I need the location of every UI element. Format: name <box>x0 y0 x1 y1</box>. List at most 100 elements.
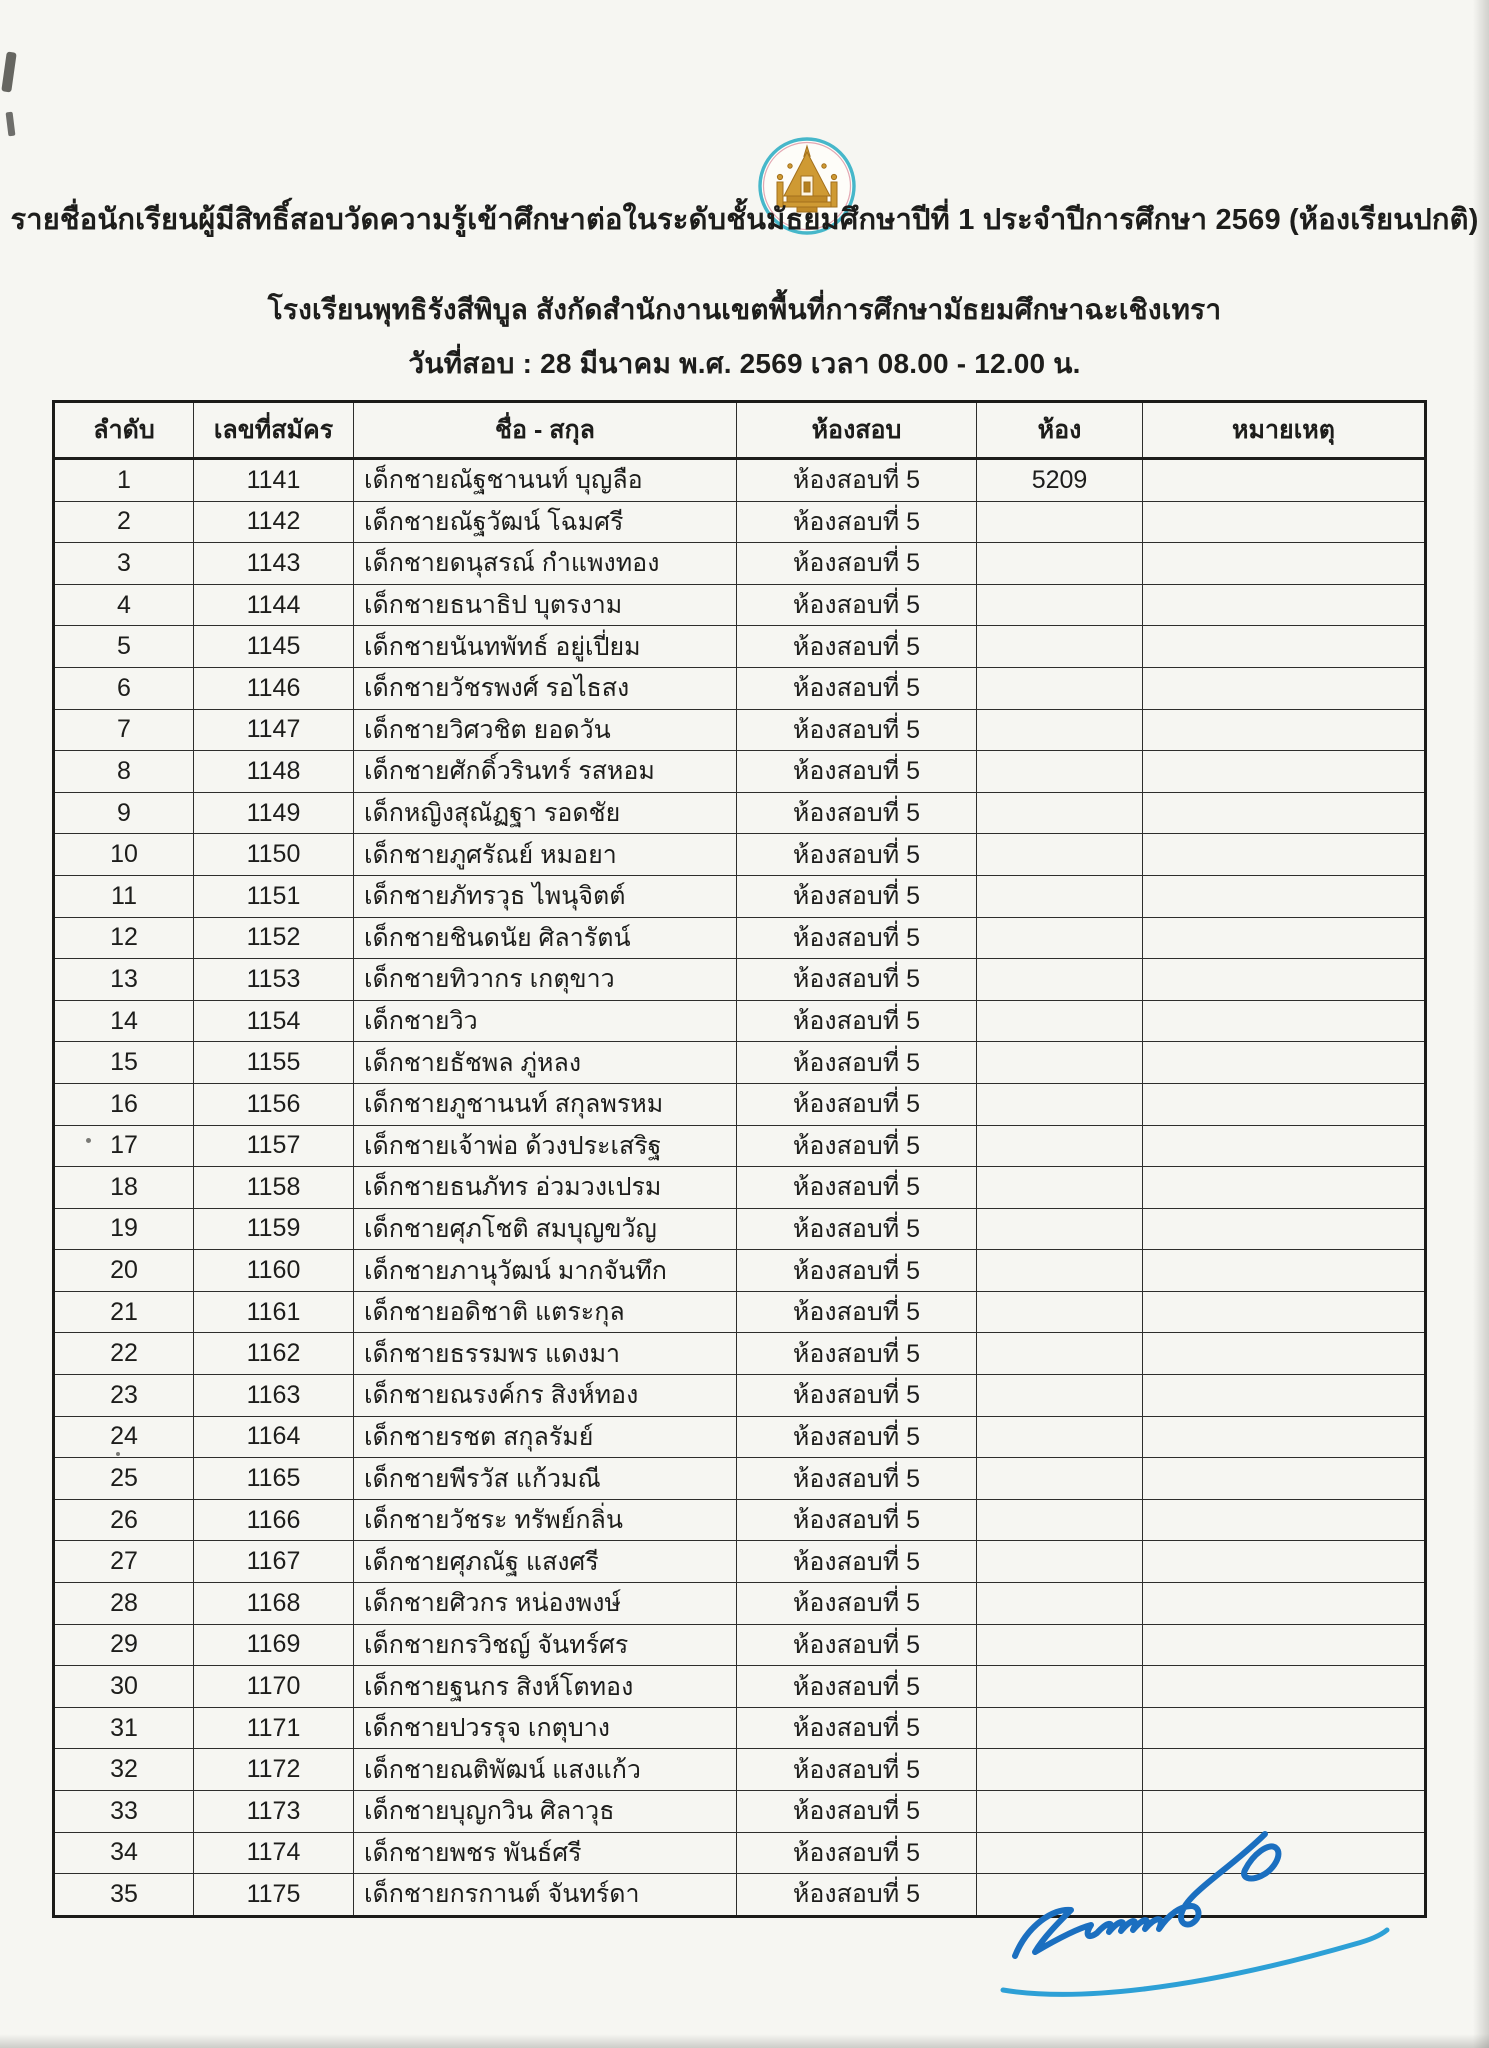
cell-application-number: 1157 <box>193 1124 354 1168</box>
cell-remark <box>1142 1457 1426 1500</box>
cell-remark <box>1142 1207 1426 1251</box>
cell-application-number: 1175 <box>193 1873 354 1917</box>
cell-no: 19 <box>53 1207 194 1251</box>
cell-room <box>976 750 1143 793</box>
cell-no: 33 <box>53 1790 194 1833</box>
table-row: 18 1158 เด็กชายธนภัทร อ่วมวงเปรม ห้องสอบ… <box>53 1166 1426 1209</box>
table-row: 2 1142 เด็กชายณัฐวัฒน์ โฉมศรี ห้องสอบที่… <box>53 500 1426 544</box>
cell-no: 16 <box>53 1082 194 1126</box>
cell-no: 1 <box>53 458 194 502</box>
cell-name: เด็กชายธรรมพร แดงมา <box>353 1332 737 1376</box>
cell-exam-room: ห้องสอบที่ 5 <box>736 833 977 876</box>
cell-exam-room: ห้องสอบที่ 5 <box>736 1415 977 1459</box>
cell-name: เด็กชายธนาธิป บุตรงาม <box>353 583 737 627</box>
cell-room <box>976 1166 1143 1209</box>
cell-name: เด็กชายวัชระ ทรัพย์กลิ่น <box>353 1498 737 1542</box>
cell-application-number: 1174 <box>193 1831 354 1875</box>
table-row: 25 1165 เด็กชายพีรวัส แก้วมณี ห้องสอบที่… <box>53 1457 1426 1500</box>
school-logo <box>757 136 857 236</box>
cell-remark <box>1142 1790 1426 1833</box>
student-table: ลำดับ เลขที่สมัคร ชื่อ - สกุล ห้องสอบ ห้… <box>52 400 1427 1918</box>
cell-no: 3 <box>53 542 194 585</box>
cell-application-number: 1147 <box>193 708 354 752</box>
cell-application-number: 1153 <box>193 958 354 1001</box>
table-row: 8 1148 เด็กชายศักดิ์วรินทร์ รสหอม ห้องสอ… <box>53 750 1426 793</box>
table-header-row: ลำดับ เลขที่สมัคร ชื่อ - สกุล ห้องสอบ ห้… <box>53 401 1426 460</box>
table-row: 11 1151 เด็กชายภัทรวุธ ไพนุจิตต์ ห้องสอบ… <box>53 874 1426 918</box>
cell-no: 26 <box>53 1498 194 1542</box>
cell-application-number: 1152 <box>193 916 354 960</box>
cell-name: เด็กชายศุภณัฐ แสงศรี <box>353 1540 737 1584</box>
cell-remark <box>1142 1374 1426 1417</box>
cell-name: เด็กชายกรกานต์ จันทร์ดา <box>353 1873 737 1917</box>
cell-remark <box>1142 1041 1426 1084</box>
cell-remark <box>1142 1498 1426 1542</box>
cell-no: 4 <box>53 583 194 627</box>
cell-remark <box>1142 458 1426 502</box>
header-no: ลำดับ <box>53 401 194 460</box>
cell-remark <box>1142 708 1426 752</box>
cell-room <box>976 1665 1143 1708</box>
cell-application-number: 1163 <box>193 1374 354 1417</box>
table-row: 14 1154 เด็กชายวิว ห้องสอบที่ 5 <box>53 999 1426 1043</box>
table-row: 30 1170 เด็กชายฐนกร สิงห์โตทอง ห้องสอบที… <box>53 1665 1426 1708</box>
cell-name: เด็กชายภานุวัฒน์ มากจันทึก <box>353 1249 737 1292</box>
cell-remark <box>1142 1082 1426 1126</box>
cell-application-number: 1172 <box>193 1748 354 1791</box>
cell-exam-room: ห้องสอบที่ 5 <box>736 958 977 1001</box>
cell-room <box>976 1582 1143 1625</box>
cell-exam-room: ห้องสอบที่ 5 <box>736 1374 977 1417</box>
cell-remark <box>1142 791 1426 835</box>
cell-application-number: 1168 <box>193 1582 354 1625</box>
table-row: 19 1159 เด็กชายศุภโชติ สมบุญขวัญ ห้องสอบ… <box>53 1207 1426 1251</box>
cell-no: 7 <box>53 708 194 752</box>
cell-name: เด็กชายรชต สกุลรัมย์ <box>353 1415 737 1459</box>
cell-room <box>976 583 1143 627</box>
cell-exam-room: ห้องสอบที่ 5 <box>736 791 977 835</box>
cell-room <box>976 1790 1143 1833</box>
table-row: 21 1161 เด็กชายอดิชาติ แตระกุล ห้องสอบที… <box>53 1290 1426 1334</box>
table-row: 5 1145 เด็กชายนันทพัทธ์ อยู่เปี่ยม ห้องส… <box>53 625 1426 668</box>
cell-name: เด็กชายเจ้าพ่อ ด้วงประเสริฐ <box>353 1124 737 1168</box>
cell-name: เด็กชายพชร พันธ์ศรี <box>353 1831 737 1875</box>
cell-name: เด็กชายดนุสรณ์ กำแพงทอง <box>353 542 737 585</box>
cell-application-number: 1150 <box>193 833 354 876</box>
table-row: 7 1147 เด็กชายวิศวชิต ยอดวัน ห้องสอบที่ … <box>53 708 1426 752</box>
table-row: 10 1150 เด็กชายภูศรัณย์ หมอยา ห้องสอบที่… <box>53 833 1426 876</box>
cell-room <box>976 1498 1143 1542</box>
header-remark: หมายเหตุ <box>1142 401 1426 460</box>
cell-application-number: 1170 <box>193 1665 354 1708</box>
cell-name: เด็กชายศุภโชติ สมบุญขวัญ <box>353 1207 737 1251</box>
cell-room <box>976 1124 1143 1168</box>
cell-no: 31 <box>53 1706 194 1750</box>
cell-name: เด็กชายชินดนัย ศิลารัตน์ <box>353 916 737 960</box>
cell-name: เด็กชายณัฐชานนท์ บุญลือ <box>353 458 737 502</box>
cell-room: 5209 <box>976 458 1143 502</box>
cell-exam-room: ห้องสอบที่ 5 <box>736 1457 977 1500</box>
table-row: 17 1157 เด็กชายเจ้าพ่อ ด้วงประเสริฐ ห้อง… <box>53 1124 1426 1168</box>
cell-remark <box>1142 1665 1426 1708</box>
cell-name: เด็กชายวิศวชิต ยอดวัน <box>353 708 737 752</box>
cell-exam-room: ห้องสอบที่ 5 <box>736 1332 977 1376</box>
cell-exam-room: ห้องสอบที่ 5 <box>736 583 977 627</box>
cell-room <box>976 1082 1143 1126</box>
cell-exam-room: ห้องสอบที่ 5 <box>736 999 977 1043</box>
cell-room <box>976 1748 1143 1791</box>
table-row: 27 1167 เด็กชายศุภณัฐ แสงศรี ห้องสอบที่ … <box>53 1540 1426 1584</box>
cell-exam-room: ห้องสอบที่ 5 <box>736 1249 977 1292</box>
cell-application-number: 1148 <box>193 750 354 793</box>
table-row: 24 1164 เด็กชายรชต สกุลรัมย์ ห้องสอบที่ … <box>53 1415 1426 1459</box>
cell-exam-room: ห้องสอบที่ 5 <box>736 1873 977 1917</box>
cell-remark <box>1142 1124 1426 1168</box>
table-row: 35 1175 เด็กชายกรกานต์ จันทร์ดา ห้องสอบท… <box>53 1873 1426 1917</box>
cell-room <box>976 1207 1143 1251</box>
cell-exam-room: ห้องสอบที่ 5 <box>736 1831 977 1875</box>
table-row: 26 1166 เด็กชายวัชระ ทรัพย์กลิ่น ห้องสอบ… <box>53 1498 1426 1542</box>
cell-no: 18 <box>53 1166 194 1209</box>
cell-name: เด็กชายธนภัทร อ่วมวงเปรม <box>353 1166 737 1209</box>
scan-smudge <box>1 51 17 93</box>
table-row: 16 1156 เด็กชายภูชานนท์ สกุลพรหม ห้องสอบ… <box>53 1082 1426 1126</box>
table-row: 34 1174 เด็กชายพชร พันธ์ศรี ห้องสอบที่ 5 <box>53 1831 1426 1875</box>
cell-no: 11 <box>53 874 194 918</box>
cell-room <box>976 542 1143 585</box>
